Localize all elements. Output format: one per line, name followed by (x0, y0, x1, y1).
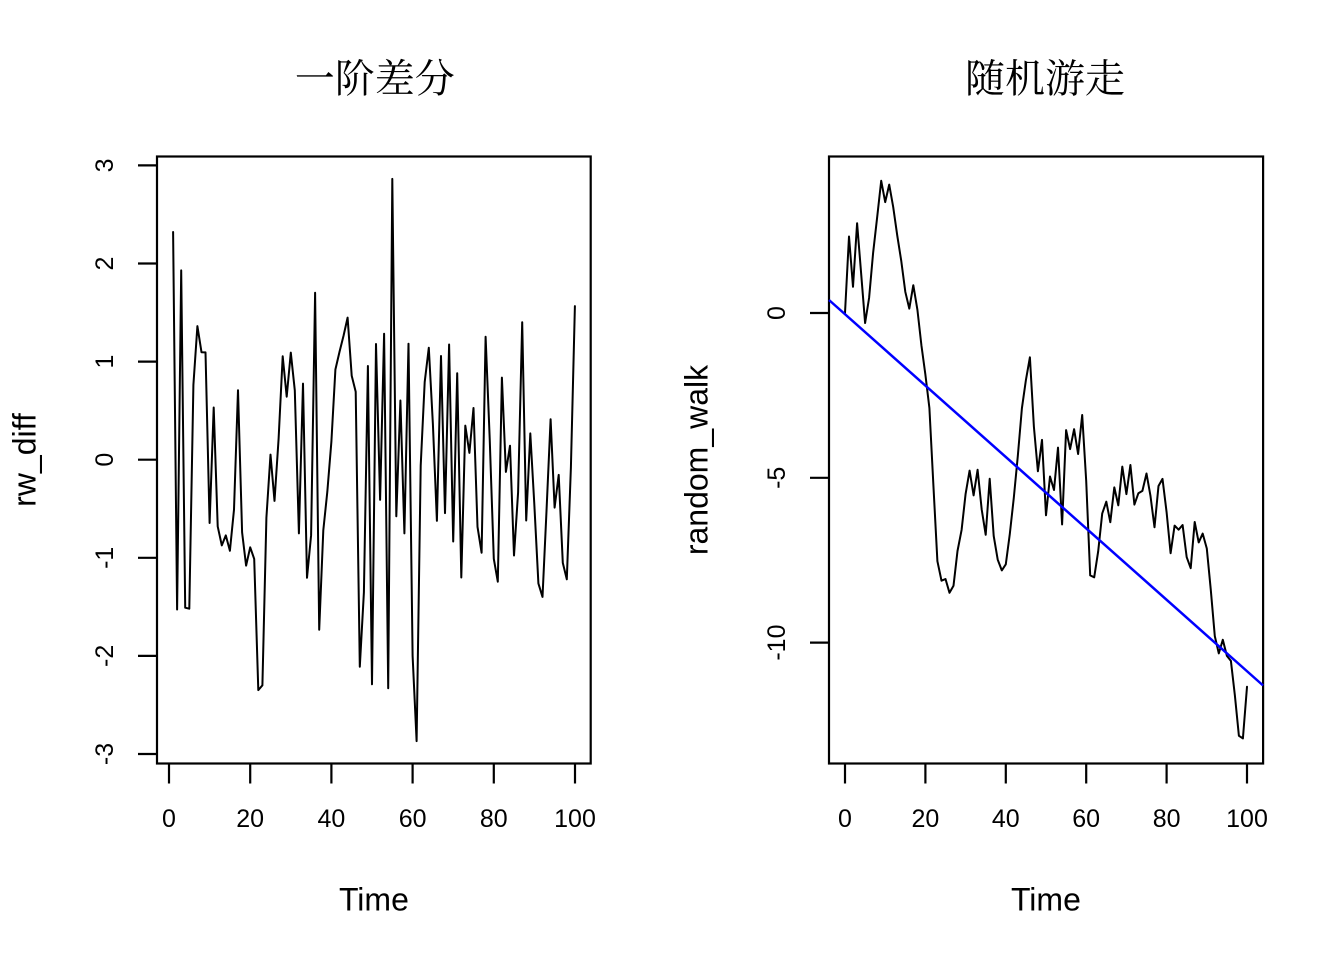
svg-text:0: 0 (838, 805, 852, 833)
svg-text:-1: -1 (91, 547, 119, 569)
svg-text:-2: -2 (91, 645, 119, 667)
svg-text:20: 20 (236, 805, 264, 833)
svg-text:100: 100 (554, 805, 596, 833)
svg-text:0: 0 (91, 453, 119, 467)
svg-text:100: 100 (1226, 805, 1268, 833)
svg-text:0: 0 (162, 805, 176, 833)
svg-text:60: 60 (399, 805, 427, 833)
svg-text:80: 80 (480, 805, 508, 833)
svg-text:60: 60 (1072, 805, 1100, 833)
svg-text:0: 0 (763, 306, 791, 320)
svg-text:2: 2 (91, 257, 119, 271)
svg-text:Time: Time (1011, 882, 1081, 918)
svg-text:20: 20 (911, 805, 939, 833)
svg-text:40: 40 (317, 805, 345, 833)
svg-text:80: 80 (1153, 805, 1181, 833)
svg-text:Time: Time (339, 882, 409, 918)
svg-text:-3: -3 (91, 743, 119, 765)
svg-text:1: 1 (91, 355, 119, 369)
svg-text:3: 3 (91, 158, 119, 172)
svg-text:-5: -5 (763, 467, 791, 489)
svg-text:-10: -10 (763, 625, 791, 661)
svg-text:random_walk: random_walk (678, 364, 714, 555)
svg-text:40: 40 (992, 805, 1020, 833)
svg-text:rw_diff: rw_diff (6, 413, 42, 507)
